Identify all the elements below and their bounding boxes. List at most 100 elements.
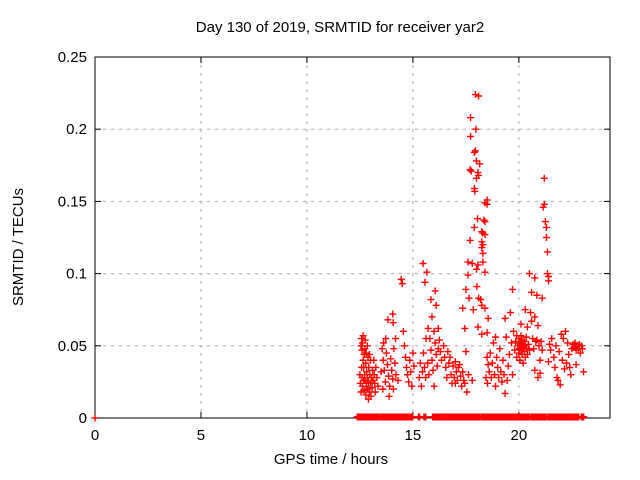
data-point-marker (521, 306, 529, 314)
data-point-marker (394, 376, 402, 384)
data-point-marker (504, 362, 512, 370)
data-point-marker (372, 363, 380, 371)
data-point-marker (428, 313, 436, 321)
data-point-marker (459, 368, 467, 376)
data-point-marker (398, 280, 406, 288)
data-point-marker (440, 342, 448, 350)
data-point-marker (449, 362, 457, 370)
data-point-marker (362, 359, 370, 367)
data-point-marker (456, 361, 464, 369)
data-point-marker (422, 413, 430, 421)
data-point-marker (384, 316, 392, 324)
data-point-marker (466, 166, 474, 174)
data-point-marker (479, 241, 487, 249)
data-point-marker (501, 389, 509, 397)
data-point-marker (424, 359, 432, 367)
data-point-marker (509, 371, 517, 379)
data-point-marker (501, 314, 509, 322)
data-point-marker (533, 291, 541, 299)
data-point-marker (525, 270, 533, 278)
data-point-marker (403, 363, 411, 371)
y-tick-label: 0.25 (58, 49, 87, 66)
data-point-marker (371, 388, 379, 396)
data-point-marker (490, 371, 498, 379)
chart-title: Day 130 of 2019, SRMTID for receiver yar… (195, 19, 485, 36)
data-point-marker (505, 350, 513, 358)
data-point-marker (474, 261, 482, 269)
data-point-marker (528, 317, 536, 325)
data-point-marker (540, 200, 548, 208)
data-point-marker (509, 285, 517, 293)
data-point-marker (545, 358, 553, 366)
data-point-marker (474, 323, 482, 331)
data-point-marker (91, 414, 99, 422)
data-point-marker (543, 248, 551, 256)
data-point-marker (430, 382, 438, 390)
data-point-marker (385, 392, 393, 400)
data-point-marker (503, 376, 511, 384)
data-point-marker (533, 336, 541, 344)
data-point-marker (488, 359, 496, 367)
data-point-marker (401, 353, 409, 361)
data-point-marker (471, 147, 479, 155)
data-point-marker (428, 356, 436, 364)
data-point-marker (519, 359, 527, 367)
data-point-marker (406, 356, 414, 364)
x-tick-label: 10 (299, 427, 316, 444)
x-tick-label: 0 (91, 427, 99, 444)
data-point-marker (463, 388, 471, 396)
data-point-marker (397, 275, 405, 283)
data-point-marker (427, 296, 435, 304)
data-point-marker (472, 265, 480, 273)
data-point-marker (481, 218, 489, 226)
data-point-marker (434, 324, 442, 332)
data-point-marker (496, 345, 504, 353)
data-point-marker (552, 342, 560, 350)
data-point-marker (391, 359, 399, 367)
data-point-marker (421, 363, 429, 371)
data-point-marker (379, 385, 387, 393)
data-point-marker (382, 335, 390, 343)
data-point-marker (481, 231, 489, 239)
data-point-marker (495, 374, 503, 382)
data-point-marker (362, 391, 370, 399)
data-point-marker (479, 258, 487, 266)
data-point-marker (510, 327, 518, 335)
data-point-marker (467, 167, 475, 175)
data-point-marker (457, 372, 465, 380)
data-point-marker (429, 366, 437, 374)
data-point-marker (578, 345, 586, 353)
data-point-marker (365, 350, 373, 358)
y-tick-label: 0.1 (66, 266, 87, 283)
data-point-marker (558, 356, 566, 364)
data-point-marker (419, 349, 427, 357)
data-point-marker (382, 349, 390, 357)
data-point-marker (433, 362, 441, 370)
data-point-marker (432, 301, 440, 309)
data-point-marker (555, 348, 563, 356)
data-point-marker (407, 368, 415, 376)
data-point-marker (502, 333, 510, 341)
data-point-marker (461, 379, 469, 387)
data-point-marker (400, 342, 408, 350)
y-tick-label: 0.2 (66, 121, 87, 138)
data-point-marker (423, 268, 431, 276)
data-point-marker (520, 337, 528, 345)
data-point-marker (389, 385, 397, 393)
data-point-marker (377, 368, 385, 376)
data-point-marker (365, 363, 373, 371)
data-point-marker (550, 353, 558, 361)
data-point-marker (507, 339, 515, 347)
data-point-marker (383, 361, 391, 369)
x-tick-label: 5 (197, 427, 205, 444)
data-point-marker (580, 413, 588, 421)
data-point-marker (367, 392, 375, 400)
data-point-marker (392, 371, 400, 379)
data-point-marker (444, 348, 452, 356)
data-point-marker (517, 332, 525, 340)
data-point-marker (551, 363, 559, 371)
data-point-marker (473, 283, 481, 291)
data-point-marker (390, 345, 398, 353)
data-point-marker (531, 313, 539, 321)
data-point-marker (559, 335, 567, 343)
